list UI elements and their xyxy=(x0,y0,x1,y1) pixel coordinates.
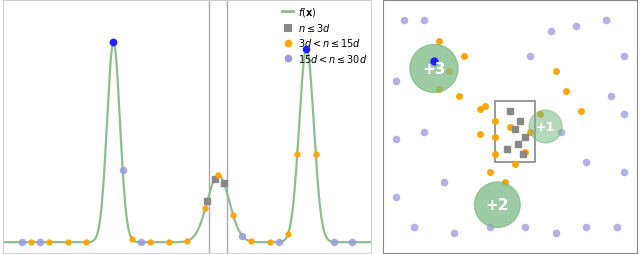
Text: +1: +1 xyxy=(536,121,556,133)
Circle shape xyxy=(410,45,458,93)
Legend: $f(\mathbf{x})$, $n\leq3d$, $3d<n\leq15d$, $15d<n\leq30d$: $f(\mathbf{x})$, $n\leq3d$, $3d<n\leq15d… xyxy=(280,4,370,67)
Text: +2: +2 xyxy=(486,197,509,212)
Bar xyxy=(495,102,536,162)
Text: +3: +3 xyxy=(422,62,445,77)
Circle shape xyxy=(474,182,520,228)
Circle shape xyxy=(529,111,562,143)
